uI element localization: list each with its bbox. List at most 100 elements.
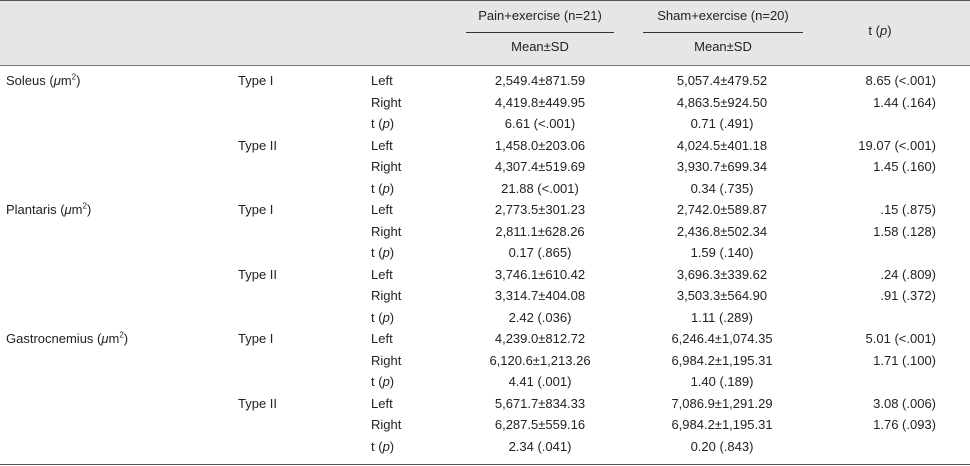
sham-exercise-cell: 5,057.4±479.52 xyxy=(676,73,768,88)
table-row: Type II Left 1,458.0±203.06 4,024.5±401.18 1… xyxy=(0,135,970,157)
fiber-type-cell: Type I xyxy=(238,331,274,346)
table-row: Right 6,120.6±1,213.26 6,984.2±1,195.31 1.7… xyxy=(0,350,970,372)
pain-exercise-cell: 4,239.0±812.72 xyxy=(494,331,586,346)
side-cell: Left xyxy=(371,73,393,88)
table-row: Right 4,307.4±519.69 3,930.7±699.34 1.45 (.… xyxy=(0,156,970,178)
side-cell: t (p) xyxy=(371,245,395,260)
group1-header: Pain+exercise (n=21) xyxy=(478,8,602,23)
table-row: Soleus (μm2) Type I Left 2,549.4±871.59 5,05… xyxy=(0,70,970,92)
side-cell: t (p) xyxy=(371,438,395,454)
pain-exercise-cell: 21.88 (<.001) xyxy=(501,180,579,196)
pain-exercise-cell: 1,458.0±203.06 xyxy=(494,137,586,153)
t-value-cell: 1.71 (.100) xyxy=(873,352,936,368)
pain-exercise-cell: 6,287.5±559.16 xyxy=(494,417,586,432)
table-row: t (p) 2.34 (.041) 0.20 (.843) xyxy=(0,436,970,458)
table-row: t (p) 2.42 (.036) 1.11 (.289) xyxy=(0,307,970,329)
table-row: t (p) 0.17 (.865) 1.59 (.140) xyxy=(0,242,970,264)
t-value-cell: 1.44 (.164) xyxy=(873,94,936,110)
side-cell: t (p) xyxy=(371,180,395,196)
t-header: t (p) xyxy=(868,23,892,38)
table-row: Right 2,811.1±628.26 2,436.8±502.34 1.58 (.… xyxy=(0,221,970,243)
fiber-type-cell: Type II xyxy=(238,395,278,411)
sham-exercise-cell: 1.11 (.289) xyxy=(691,309,753,325)
fiber-type-cell: Type II xyxy=(238,266,278,282)
fiber-type-cell: Type II xyxy=(238,137,278,153)
sham-exercise-cell: 4,024.5±401.18 xyxy=(676,137,768,153)
pain-exercise-cell: 2.34 (.041) xyxy=(508,438,572,454)
group2-header: Sham+exercise (n=20) xyxy=(657,8,789,23)
side-cell: Right xyxy=(371,223,402,239)
sham-exercise-cell: 3,503.3±564.90 xyxy=(676,288,768,303)
table-row: Right 3,314.7±404.08 3,503.3±564.90 .91 (.3… xyxy=(0,285,970,307)
sham-exercise-cell: 0.34 (.735) xyxy=(690,180,754,196)
muscle-cell: Gastrocnemius (μm2) xyxy=(6,330,129,346)
side-cell: t (p) xyxy=(371,309,395,325)
sham-exercise-cell: 2,436.8±502.34 xyxy=(676,223,768,239)
table-row: Type II Left 5,671.7±834.33 7,086.9±1,291.2… xyxy=(0,393,970,415)
pain-exercise-cell: 4.41 (.001) xyxy=(508,374,572,389)
pain-exercise-cell: 2,773.5±301.23 xyxy=(494,202,586,217)
t-value-cell: .15 (.875) xyxy=(880,202,936,217)
pain-exercise-cell: 2,549.4±871.59 xyxy=(494,73,586,88)
group1-subheader: Mean±SD xyxy=(511,39,569,54)
fiber-type-cell: Type I xyxy=(238,73,274,88)
sham-exercise-cell: 4,863.5±924.50 xyxy=(676,94,768,110)
t-value-cell: 8.65 (<.001) xyxy=(865,73,936,88)
side-cell: Left xyxy=(371,266,393,282)
sham-exercise-cell: 7,086.9±1,291.29 xyxy=(671,395,773,411)
sham-exercise-cell: 1.40 (.189) xyxy=(690,374,754,389)
side-cell: Right xyxy=(371,352,402,368)
sham-exercise-cell: 6,984.2±1,195.31 xyxy=(671,352,773,368)
pain-exercise-cell: 0.17 (.865) xyxy=(508,245,572,260)
t-value-cell: 5.01 (<.001) xyxy=(865,331,936,346)
pain-exercise-cell: 6.61 (<.001) xyxy=(504,116,576,131)
pain-exercise-cell: 4,307.4±519.69 xyxy=(494,159,586,174)
side-cell: Left xyxy=(371,202,393,217)
table-row: Right 4,419.8±449.95 4,863.5±924.50 1.44 (.… xyxy=(0,92,970,114)
side-cell: Right xyxy=(371,94,402,110)
sham-exercise-cell: 3,930.7±699.34 xyxy=(676,159,768,174)
pain-exercise-cell: 6,120.6±1,213.26 xyxy=(489,352,591,368)
table-row: t (p) 6.61 (<.001) 0.71 (.491) xyxy=(0,113,970,135)
side-cell: Right xyxy=(371,159,402,174)
pain-exercise-cell: 5,671.7±834.33 xyxy=(494,395,586,411)
table-row: Right 6,287.5±559.16 6,984.2±1,195.31 1.76 … xyxy=(0,414,970,436)
sham-exercise-cell: 0.20 (.843) xyxy=(690,438,754,454)
sham-exercise-cell: 3,696.3±339.62 xyxy=(676,266,768,282)
sham-exercise-cell: 1.59 (.140) xyxy=(690,245,754,260)
table-row: t (p) 21.88 (<.001) 0.34 (.735) xyxy=(0,178,970,200)
side-cell: t (p) xyxy=(371,116,395,131)
muscle-cell: Plantaris (μm2) xyxy=(6,201,92,217)
table-row: Gastrocnemius (μm2) Type I Left 4,239.0±812… xyxy=(0,328,970,350)
t-value-cell: .91 (.372) xyxy=(880,288,936,303)
fiber-type-cell: Type I xyxy=(238,202,274,217)
muscle-cell: Soleus (μm2) xyxy=(6,72,81,88)
t-value-cell: 1.58 (.128) xyxy=(873,223,936,239)
pain-exercise-cell: 4,419.8±449.95 xyxy=(494,94,586,110)
table-row: t (p) 4.41 (.001) 1.40 (.189) xyxy=(0,371,970,393)
sham-exercise-cell: 2,742.0±589.87 xyxy=(676,202,768,217)
side-cell: Right xyxy=(371,417,402,432)
table-bottom-rule xyxy=(0,464,970,465)
sham-exercise-cell: 6,246.4±1,074.35 xyxy=(671,331,773,346)
side-cell: Left xyxy=(371,395,393,411)
pain-exercise-cell: 2,811.1±628.26 xyxy=(495,223,585,239)
table-row: Type II Left 3,746.1±610.42 3,696.3±339.62.… xyxy=(0,264,970,286)
group1-underline xyxy=(466,32,614,33)
group2-underline xyxy=(643,32,803,33)
pain-exercise-cell: 3,314.7±404.08 xyxy=(494,288,586,303)
table-header: Pain+exercise (n=21) Mean±SD Sham+exerci… xyxy=(0,0,970,66)
t-value-cell: .24 (.809) xyxy=(880,266,936,282)
sham-exercise-cell: 0.71 (.491) xyxy=(690,116,754,131)
t-value-cell: 19.07 (<.001) xyxy=(858,137,936,153)
t-value-cell: 1.45 (.160) xyxy=(873,159,936,174)
sham-exercise-cell: 6,984.2±1,195.31 xyxy=(671,417,773,432)
side-cell: Left xyxy=(371,137,393,153)
table-row: Plantaris (μm2) Type I Left 2,773.5±301.23 2… xyxy=(0,199,970,221)
side-cell: t (p) xyxy=(371,374,395,389)
pain-exercise-cell: 2.42 (.036) xyxy=(508,309,572,325)
t-value-cell: 1.76 (.093) xyxy=(873,417,936,432)
t-value-cell: 3.08 (.006) xyxy=(873,395,936,411)
side-cell: Left xyxy=(371,331,393,346)
